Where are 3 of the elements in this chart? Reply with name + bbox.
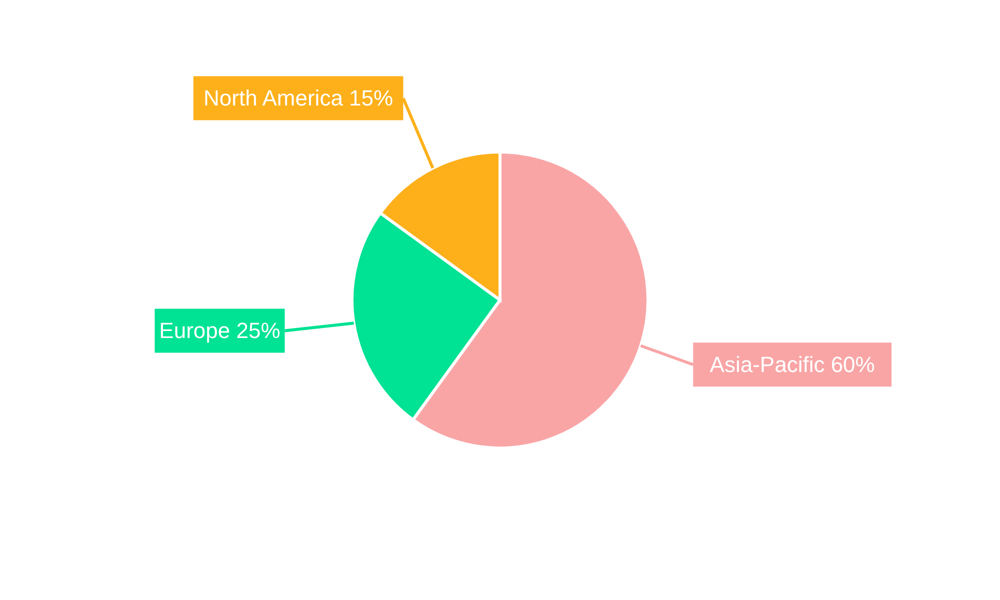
slice-label: North America 15% — [204, 86, 394, 111]
slice-label: Asia-Pacific 60% — [710, 352, 875, 378]
slice-label: Europe 25% — [159, 318, 280, 344]
